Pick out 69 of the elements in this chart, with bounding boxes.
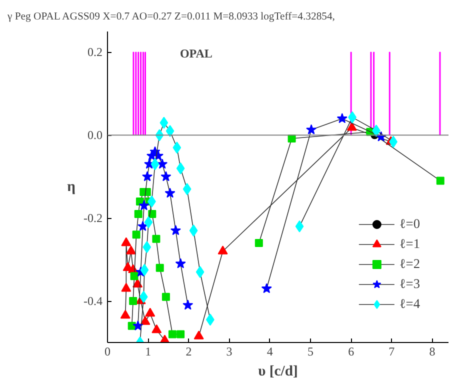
point	[129, 297, 138, 306]
point	[140, 264, 149, 276]
x-tick-label: 0	[104, 344, 110, 358]
point	[140, 316, 150, 325]
point	[182, 183, 192, 196]
legend-label: ℓ=3	[399, 276, 420, 292]
point	[196, 266, 204, 278]
y-tick-label: -0.4	[84, 294, 103, 308]
y-tick-label: 0.0	[88, 128, 102, 142]
point	[145, 308, 156, 317]
x-tick-label: 2	[186, 344, 192, 358]
point	[152, 324, 162, 334]
point	[126, 246, 136, 254]
y-tick-label: -0.2	[84, 211, 103, 226]
point	[176, 330, 185, 338]
point	[306, 124, 317, 134]
point	[132, 320, 144, 330]
point	[120, 310, 130, 319]
point	[189, 224, 198, 237]
annotation: OPAL	[180, 46, 212, 60]
point	[336, 113, 348, 124]
x-tick-label: 6	[348, 344, 354, 358]
y-tick-label: 0.2	[88, 45, 102, 60]
point	[142, 241, 152, 254]
point	[138, 200, 150, 210]
point	[144, 216, 153, 228]
x-tick-label: 3	[226, 344, 232, 358]
point	[295, 220, 304, 232]
point	[170, 225, 181, 236]
point	[254, 238, 263, 247]
chart-title: γ Peg OPAL AGSS09 X=0.7 AO=0.27 Z=0.011 M=8.0933 logTeff=4.32854,	[6, 12, 335, 22]
point	[346, 122, 357, 131]
point	[156, 264, 164, 272]
legend-label: ℓ=0	[399, 216, 420, 232]
point	[130, 272, 138, 280]
point	[160, 171, 172, 182]
point	[150, 158, 160, 170]
point	[132, 230, 140, 239]
y-axis-title: η	[67, 179, 76, 195]
x-axis-title: υ [c/d]	[258, 364, 298, 380]
point	[162, 292, 170, 301]
legend-label: ℓ=1	[399, 236, 420, 252]
point	[172, 142, 182, 154]
point	[182, 300, 194, 310]
legend-label: ℓ=4	[399, 296, 420, 312]
point	[218, 246, 228, 254]
point	[176, 162, 185, 174]
point	[121, 237, 132, 246]
x-tick-label: 7	[388, 344, 395, 358]
point	[261, 283, 272, 294]
x-tick-label: 4	[266, 344, 273, 358]
point	[175, 258, 186, 268]
point	[194, 330, 204, 340]
point	[166, 125, 174, 138]
point	[121, 282, 132, 292]
point	[168, 330, 176, 338]
point	[164, 188, 176, 198]
point	[142, 171, 153, 182]
x-tick-label: 8	[429, 344, 436, 358]
point	[436, 176, 444, 185]
legend-label: ℓ=2	[399, 256, 420, 272]
point	[157, 158, 168, 169]
x-tick-label: 1	[145, 344, 152, 358]
x-tick-label: 5	[307, 344, 314, 358]
point	[134, 210, 142, 218]
point	[139, 290, 148, 303]
point	[160, 116, 168, 129]
point	[152, 234, 160, 243]
point	[138, 220, 148, 231]
